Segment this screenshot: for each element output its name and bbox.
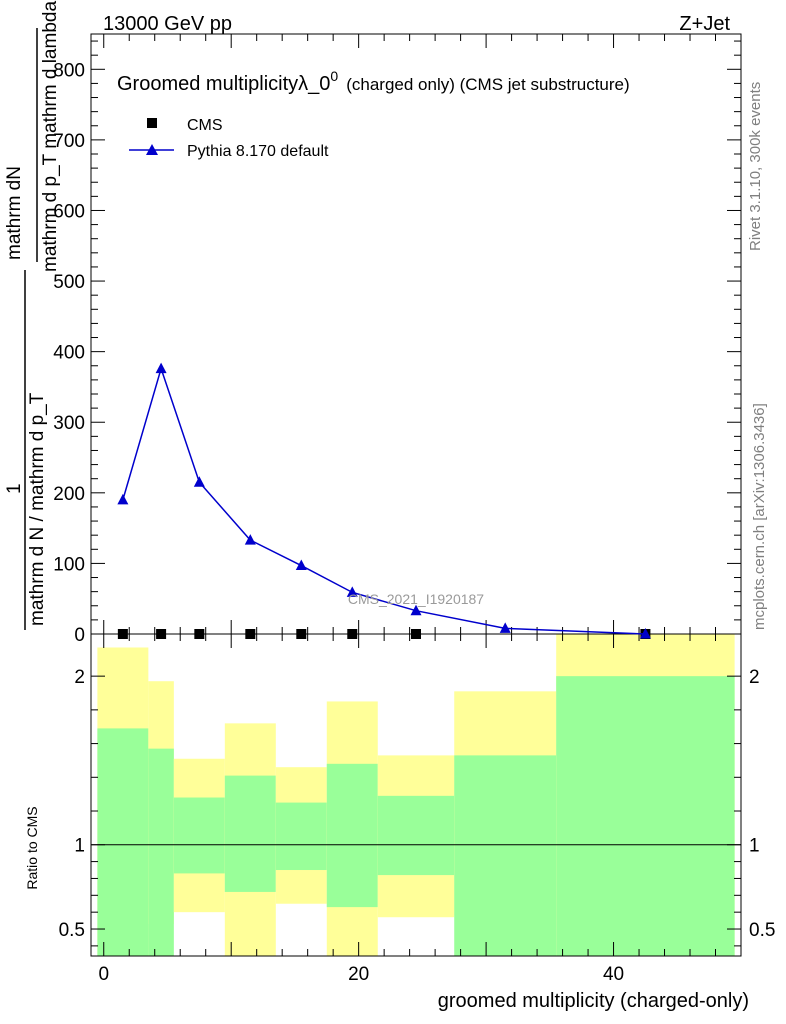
y-tick-label: 700	[53, 131, 85, 152]
pythia-point	[295, 559, 307, 571]
legend-label-cms: CMS	[187, 117, 223, 134]
y-tick-label: 600	[53, 201, 85, 222]
ratio-band-inner	[377, 795, 455, 876]
ratio-y-tick-label: 2	[74, 667, 85, 688]
ylabel-denominator: mathrm d p_T mathrm d lambda	[40, 1, 61, 272]
legend: CMS Pythia 8.170 default	[129, 117, 329, 160]
cms-point	[411, 629, 421, 639]
legend-marker-pythia	[146, 144, 158, 155]
ratio-y-tick-label-right: 1	[749, 836, 760, 857]
y-tick-label: 200	[53, 484, 85, 505]
ratio-band-inner	[326, 763, 378, 908]
energy-label: 13000 GeV pp	[103, 13, 232, 35]
y-tick-label: 400	[53, 343, 85, 364]
ratio-band-inner	[173, 797, 225, 874]
x-tick-label: 0	[98, 964, 109, 985]
pythia-point	[346, 586, 358, 597]
ratio-band-inner	[556, 676, 735, 956]
x-tick-label: 20	[348, 964, 369, 985]
cms-point	[194, 629, 205, 639]
pythia-point	[117, 493, 129, 505]
ratio-band-inner	[148, 748, 174, 956]
ratio-bands	[91, 634, 741, 956]
analysis-watermark: CMS_2021_I1920187	[348, 591, 484, 607]
y-tick-label: 0	[74, 625, 85, 646]
ratio-y-tick-label: 1	[74, 836, 85, 857]
y-tick-label: 500	[53, 272, 85, 293]
ratio-band-inner	[97, 728, 149, 956]
cms-point	[156, 629, 167, 639]
main-y-label: mathrm dN mathrm d p_T mathrm d lambda 1…	[4, 1, 61, 630]
ratio-y-tick-label-right: 2	[749, 667, 760, 688]
cms-point	[347, 629, 358, 639]
pythia-point	[244, 534, 256, 545]
chart-title: Groomed multiplicityλ_00 (charged only) (…	[117, 68, 630, 95]
ratio-ylabel: Ratio to CMS	[24, 806, 40, 889]
chart-title-sup: 0	[330, 68, 338, 84]
y-tick-label: 300	[53, 413, 85, 434]
y-tick-label: 800	[53, 60, 85, 81]
x-axis-label: groomed multiplicity (charged-only)	[438, 990, 749, 1012]
ratio-band-inner	[275, 802, 327, 871]
ylabel-numerator: mathrm dN	[4, 166, 25, 260]
pythia-point	[155, 362, 167, 374]
main-axes: 0 100 200 300 400 500 600 700 800	[53, 33, 742, 646]
pythia-point	[499, 622, 511, 633]
x-tick-label: 40	[603, 964, 624, 985]
pythia-point	[193, 476, 205, 487]
pythia-point	[639, 628, 651, 639]
legend-label-pythia: Pythia 8.170 default	[187, 143, 329, 160]
pythia-point	[410, 604, 422, 616]
y-tick-label: 100	[53, 554, 85, 575]
chart-title-suffix: (charged only) (CMS jet substructure)	[346, 75, 629, 94]
mcplots-label: mcplots.cern.ch [arXiv:1306.3436]	[751, 403, 768, 630]
chart-title-lambda: λ_0	[298, 73, 330, 95]
ylabel-factor-denom: mathrm d N / mathrm d p_T	[27, 392, 48, 626]
process-label: Z+Jet	[679, 13, 730, 35]
cms-point	[117, 629, 128, 639]
ratio-band-inner	[454, 755, 557, 956]
ratio-band-inner	[224, 775, 276, 892]
rivet-label: Rivet 3.1.10, 300k events	[747, 82, 764, 251]
ylabel-factor-numer: 1	[4, 483, 25, 494]
ratio-y-tick-label: 0.5	[59, 920, 85, 941]
legend-marker-cms	[147, 118, 157, 128]
cms-point	[296, 629, 307, 639]
chart-title-main: Groomed multiplicity	[117, 73, 298, 95]
ratio-y-tick-label-right: 0.5	[749, 920, 775, 941]
main-series	[117, 362, 651, 639]
cms-point	[245, 629, 256, 639]
